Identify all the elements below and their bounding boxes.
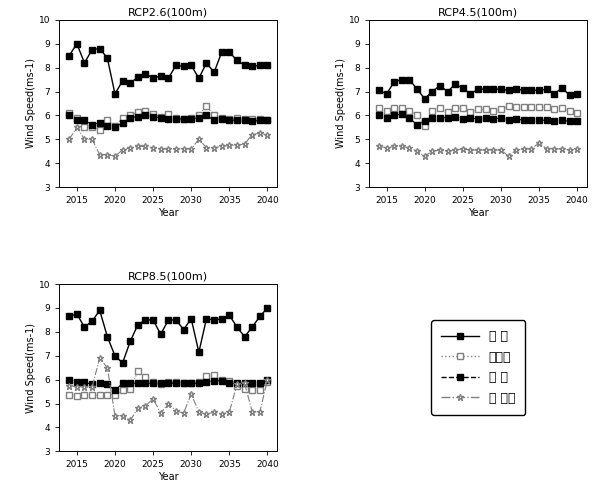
- Y-axis label: Wind Speed(ms-1): Wind Speed(ms-1): [26, 323, 36, 413]
- Y-axis label: Wind Speed(ms-1): Wind Speed(ms-1): [26, 59, 36, 148]
- Legend: 한 경, 대관령, 영 일, 서 남해: 한 경, 대관령, 영 일, 서 남해: [431, 320, 525, 415]
- Y-axis label: Wind Speed(ms-1): Wind Speed(ms-1): [336, 59, 346, 148]
- X-axis label: Year: Year: [158, 472, 178, 482]
- Title: RCP2.6(100m): RCP2.6(100m): [128, 7, 208, 18]
- X-axis label: Year: Year: [158, 208, 178, 218]
- Title: RCP8.5(100m): RCP8.5(100m): [128, 272, 208, 282]
- X-axis label: Year: Year: [468, 208, 489, 218]
- Title: RCP4.5(100m): RCP4.5(100m): [438, 7, 518, 18]
